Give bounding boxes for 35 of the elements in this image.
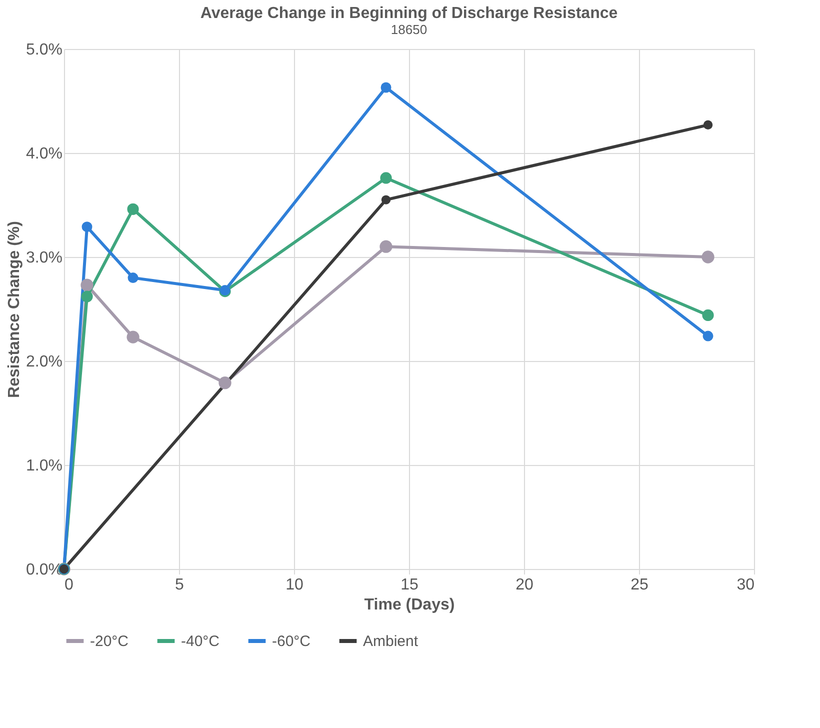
legend-label: -60°C: [272, 633, 311, 650]
y-tick-label: 5.0%: [26, 42, 62, 58]
x-tick-label: 15: [400, 576, 418, 594]
point: [82, 222, 92, 232]
point: [380, 240, 392, 253]
point: [381, 195, 391, 204]
y-axis-title: Resistance Change (%): [6, 221, 24, 398]
x-axis-title: Time (Days): [364, 596, 455, 614]
point: [128, 272, 138, 284]
point: [126, 330, 140, 344]
point: [127, 203, 139, 215]
y-tick-label: 1.0%: [26, 458, 62, 474]
chart-subtitle: 18650: [390, 22, 428, 37]
legend-label: -20°C: [90, 633, 129, 650]
point: [81, 290, 93, 302]
point: [702, 330, 714, 342]
point: [80, 278, 94, 292]
y-tick-label: 4.0%: [26, 146, 62, 162]
y-tick-label: 3.0%: [26, 250, 62, 266]
point: [702, 309, 714, 322]
point: [380, 82, 392, 93]
x-tick-label: 20: [516, 576, 534, 594]
point: [218, 376, 232, 390]
x-tick-label: 25: [630, 576, 648, 594]
point: [702, 250, 714, 264]
legend-label: -40°C: [181, 633, 220, 650]
x-tick-label: 5: [175, 576, 184, 594]
y-tick-label: 2.0%: [26, 354, 62, 370]
x-tick-label: 10: [286, 576, 304, 594]
x-tick-label: 0: [64, 576, 74, 594]
x-tick-label: 30: [736, 576, 755, 594]
chart-title: Average Change in Beginning of Discharge Resistance: [200, 5, 618, 22]
point: [703, 120, 713, 130]
point: [380, 172, 392, 184]
legend-label: Ambient: [363, 633, 419, 650]
